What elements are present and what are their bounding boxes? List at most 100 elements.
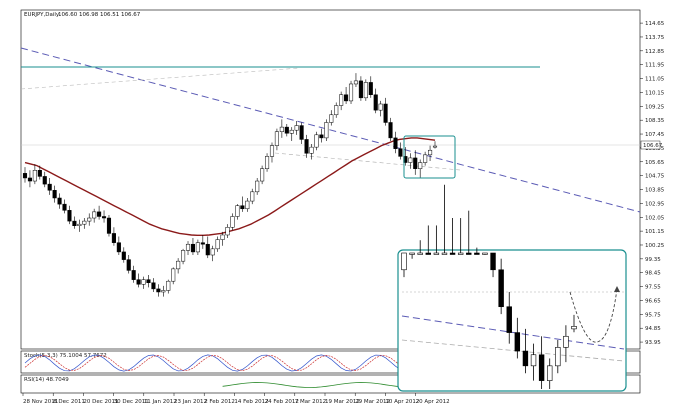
candle-body bbox=[215, 239, 220, 250]
y-tick-label: 101.15 bbox=[645, 229, 665, 235]
candle bbox=[176, 258, 181, 274]
x-tick-label: 29 Mar 2012 bbox=[355, 399, 390, 405]
candle-body bbox=[22, 173, 28, 179]
candle bbox=[378, 100, 383, 117]
candle-body bbox=[230, 216, 235, 228]
y-tick-label: 113.75 bbox=[645, 35, 665, 41]
candle-body bbox=[269, 145, 275, 157]
candle-body bbox=[101, 216, 107, 219]
candle bbox=[432, 141, 438, 149]
inset-candle-body bbox=[547, 365, 553, 381]
candle bbox=[319, 128, 324, 143]
inset-candle bbox=[409, 252, 415, 259]
candle bbox=[190, 238, 196, 256]
inset-candle-body bbox=[417, 252, 423, 255]
candle-body bbox=[373, 94, 378, 111]
inset-candle bbox=[506, 291, 512, 344]
rsi-label: RSI(14) 48.7049 bbox=[24, 377, 69, 383]
candle-body bbox=[324, 122, 329, 139]
rsi-pane-frame bbox=[20, 374, 641, 394]
inset-candle bbox=[401, 252, 407, 278]
candle bbox=[344, 87, 349, 104]
candle bbox=[57, 193, 62, 209]
projection-curve bbox=[569, 288, 618, 343]
candle-body bbox=[274, 131, 279, 146]
candle bbox=[304, 134, 309, 158]
inset-candle-body bbox=[571, 326, 577, 330]
candle bbox=[413, 150, 418, 175]
candle bbox=[279, 119, 284, 138]
candle bbox=[136, 273, 141, 288]
inset-candle bbox=[571, 314, 577, 333]
candle bbox=[52, 185, 57, 203]
candle bbox=[250, 188, 255, 205]
candle-body bbox=[432, 145, 438, 148]
candle-body bbox=[27, 177, 32, 182]
candle bbox=[299, 122, 304, 145]
inset-candle bbox=[457, 218, 464, 255]
candle bbox=[220, 231, 225, 246]
candle-body bbox=[195, 242, 200, 253]
candle bbox=[388, 117, 393, 141]
candle-body bbox=[205, 243, 210, 256]
candle-body bbox=[334, 105, 339, 116]
candle-body bbox=[92, 211, 97, 219]
candle bbox=[111, 227, 116, 246]
candle-body bbox=[383, 103, 388, 123]
candle bbox=[294, 120, 299, 135]
candle-body bbox=[52, 190, 57, 199]
y-tick-label: 114.65 bbox=[645, 21, 665, 27]
candle-body bbox=[289, 129, 294, 134]
x-tick-label: 20 Dec 2011 bbox=[83, 399, 118, 405]
inset-candle-body bbox=[449, 252, 456, 255]
inset-candle-body bbox=[474, 252, 480, 255]
candle bbox=[116, 236, 121, 256]
ohlc-readout: 106.60 106.98 106.51 106.67 bbox=[58, 12, 141, 18]
candle-body bbox=[368, 82, 373, 96]
inset-candle bbox=[441, 184, 448, 255]
candle-body bbox=[111, 233, 116, 243]
inset-candle bbox=[530, 343, 537, 381]
main-pane-frame bbox=[20, 9, 641, 350]
candle bbox=[161, 285, 166, 297]
candle bbox=[373, 88, 378, 114]
candle-body bbox=[299, 125, 304, 140]
y-tick-label: 108.35 bbox=[645, 118, 665, 124]
candle-body bbox=[156, 288, 161, 293]
candle-body bbox=[418, 162, 423, 169]
y-axis: 114.65 113.75 112.85 111.95 111.05 110.15 109.… bbox=[640, 21, 665, 346]
candle bbox=[324, 119, 329, 141]
candle bbox=[101, 210, 107, 223]
candle-body bbox=[408, 157, 413, 163]
inset-candle-body bbox=[401, 252, 407, 271]
candle-body bbox=[344, 94, 349, 102]
candle-body bbox=[161, 290, 166, 293]
price-tag-label: 106.67 bbox=[643, 143, 663, 149]
inset-candle-body bbox=[482, 252, 488, 255]
candle bbox=[245, 197, 250, 212]
candle-body bbox=[67, 210, 72, 222]
candle bbox=[383, 97, 388, 126]
inset-candle bbox=[449, 218, 456, 255]
inset-candle-body bbox=[457, 252, 464, 255]
candle bbox=[185, 241, 191, 256]
x-tick-label: 23 Jan 2012 bbox=[174, 399, 207, 405]
candle bbox=[423, 151, 428, 166]
candle-body bbox=[42, 176, 47, 185]
candle bbox=[225, 224, 230, 239]
candle-body bbox=[309, 146, 314, 154]
x-tick-label: 14 Feb 2012 bbox=[234, 399, 268, 405]
y-tick-label: 109.25 bbox=[645, 104, 665, 110]
candle bbox=[363, 79, 368, 101]
inset-candle bbox=[474, 247, 480, 255]
candle-body bbox=[264, 156, 270, 169]
candle-body bbox=[255, 180, 260, 193]
candle bbox=[398, 142, 403, 160]
candle-body bbox=[190, 243, 196, 253]
candle-body bbox=[181, 250, 186, 262]
candle bbox=[181, 248, 186, 265]
x-tick-label: 19 Mar 2012 bbox=[325, 399, 360, 405]
candle bbox=[97, 205, 102, 220]
y-tick-label: 103.85 bbox=[645, 188, 665, 194]
